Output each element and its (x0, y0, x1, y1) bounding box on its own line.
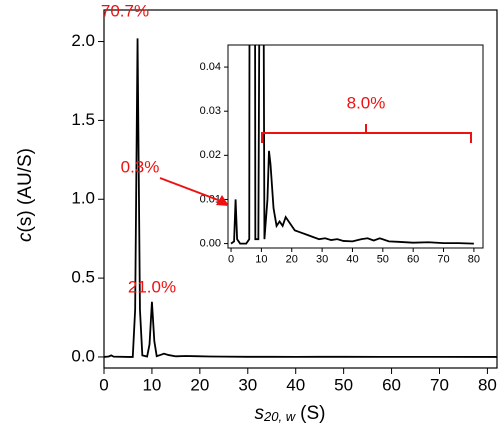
x-tick-label: 80 (478, 375, 497, 394)
y-tick-label: 2.0 (71, 31, 95, 50)
y-tick-label: 0.01 (200, 193, 221, 205)
x-tick-label: 40 (286, 375, 305, 394)
plot-frame (103, 9, 498, 369)
x-tick-label: 80 (468, 254, 480, 266)
x-axis-label: s20, w (S) (255, 403, 326, 424)
x-tick-label: 20 (190, 375, 209, 394)
inset-frame (227, 44, 484, 249)
x-tick-label: 70 (430, 375, 449, 394)
x-tick-label: 60 (382, 375, 401, 394)
x-tick-label: 60 (407, 254, 419, 266)
y-axis-label: c(s) (AU/S) (15, 148, 36, 242)
x-label-var: s (255, 403, 265, 424)
x-tick-label: 40 (346, 254, 358, 266)
y-tick-label: 0.04 (200, 61, 221, 73)
x-label-unit: (S) (300, 403, 325, 424)
annotation: 0.3% (121, 157, 160, 176)
y-tick-label: 1.5 (71, 110, 95, 129)
x-tick-label: 50 (377, 254, 389, 266)
x-tick-label: 30 (316, 254, 328, 266)
x-tick-label: 50 (334, 375, 353, 394)
curve (230, 45, 474, 245)
arrow-head (216, 195, 229, 206)
x-tick-label: 30 (238, 375, 257, 394)
annotation: 8.0% (347, 93, 386, 112)
bracket (261, 124, 472, 143)
y-tick-label: 0.02 (200, 149, 221, 161)
y-tick-label: 0.5 (71, 268, 95, 287)
x-label-sub: 20, w (263, 409, 297, 424)
annotation: 21.0% (128, 277, 176, 296)
y-tick-label: 0.03 (200, 105, 221, 117)
annotation: 70.7% (101, 1, 149, 20)
y-label-unit: (s) (AU/S) (15, 148, 36, 232)
y-tick-label: 1.0 (71, 189, 95, 208)
x-tick-label: 0 (99, 375, 108, 394)
x-tick-label: 70 (437, 254, 449, 266)
y-tick-label: 0.00 (200, 237, 221, 249)
x-tick-label: 20 (286, 254, 298, 266)
y-tick-label: 0.0 (71, 346, 95, 365)
x-tick-label: 0 (228, 254, 234, 266)
x-tick-label: 10 (255, 254, 267, 266)
arrow-line (159, 177, 227, 204)
curve (104, 38, 497, 358)
x-tick-label: 10 (142, 375, 161, 394)
y-label-var: c (15, 232, 36, 242)
